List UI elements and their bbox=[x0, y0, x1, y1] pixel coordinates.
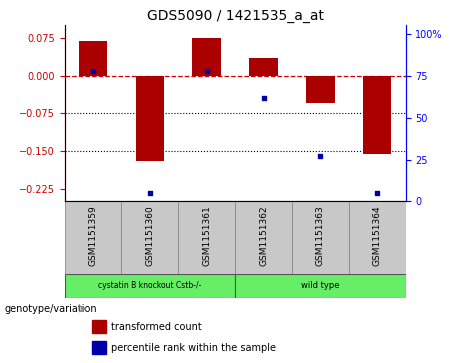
Point bbox=[146, 190, 154, 196]
Point bbox=[203, 68, 210, 74]
Bar bbox=[249, 58, 278, 76]
Bar bbox=[306, 76, 335, 103]
Bar bbox=[193, 38, 221, 76]
Title: GDS5090 / 1421535_a_at: GDS5090 / 1421535_a_at bbox=[147, 9, 324, 23]
Text: GSM1151359: GSM1151359 bbox=[89, 205, 97, 266]
Bar bbox=[235, 274, 406, 298]
Text: GSM1151362: GSM1151362 bbox=[259, 205, 268, 266]
Bar bbox=[363, 76, 391, 154]
Text: transformed count: transformed count bbox=[111, 322, 201, 332]
Text: GSM1151363: GSM1151363 bbox=[316, 205, 325, 266]
Text: GSM1151364: GSM1151364 bbox=[373, 205, 382, 266]
Point bbox=[89, 68, 97, 74]
Text: cystatin B knockout Cstb-/-: cystatin B knockout Cstb-/- bbox=[98, 281, 201, 290]
Bar bbox=[178, 201, 235, 274]
Bar bbox=[92, 320, 106, 334]
Text: GSM1151360: GSM1151360 bbox=[145, 205, 154, 266]
Bar bbox=[292, 201, 349, 274]
Point bbox=[317, 153, 324, 159]
Bar bbox=[79, 41, 107, 76]
Text: wild type: wild type bbox=[301, 281, 340, 290]
Text: percentile rank within the sample: percentile rank within the sample bbox=[111, 343, 276, 352]
Text: genotype/variation: genotype/variation bbox=[5, 304, 97, 314]
Bar bbox=[349, 201, 406, 274]
Bar bbox=[92, 341, 106, 354]
Bar bbox=[235, 201, 292, 274]
Bar bbox=[136, 76, 164, 161]
Point bbox=[260, 95, 267, 101]
Bar bbox=[65, 201, 121, 274]
Point bbox=[373, 190, 381, 196]
Bar bbox=[65, 274, 235, 298]
Text: GSM1151361: GSM1151361 bbox=[202, 205, 211, 266]
Bar bbox=[121, 201, 178, 274]
